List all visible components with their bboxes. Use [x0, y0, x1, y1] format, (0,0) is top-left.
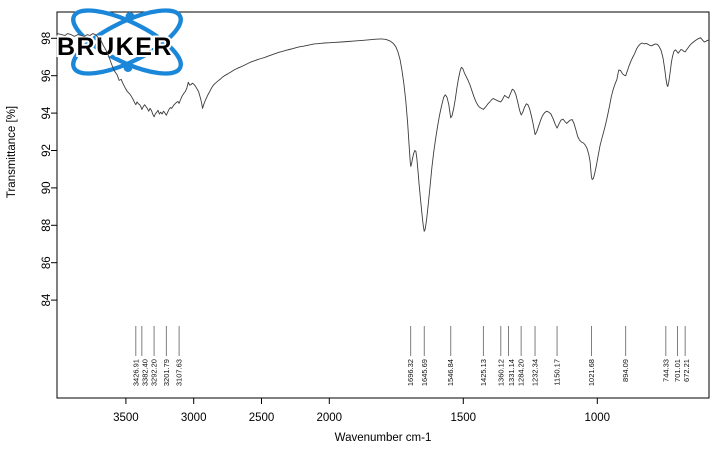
peak-label: 744.33 [661, 359, 670, 382]
y-tick-label: 84 [41, 293, 53, 306]
peak-label: 3382.40 [140, 359, 149, 386]
x-tick-label: 2500 [249, 412, 275, 424]
peak-label: 3292.20 [150, 359, 159, 386]
x-tick-label: 1500 [451, 412, 477, 424]
peak-label: 3107.63 [175, 359, 184, 386]
x-tick-label: 3000 [181, 412, 207, 424]
plot-frame [56, 11, 710, 399]
y-tick-label: 92 [41, 144, 53, 157]
logo-dot-top [125, 12, 135, 21]
y-tick-label: 88 [41, 219, 53, 232]
peak-label: 894.09 [621, 359, 630, 382]
peak-label: 701.01 [673, 359, 682, 382]
y-tick-label: 86 [41, 256, 53, 269]
peak-label: 1331.14 [507, 359, 516, 386]
bruker-atom-icon [71, 8, 183, 76]
peak-label: 1360.12 [496, 359, 505, 386]
bruker-logo-text: BRUKER [57, 33, 173, 61]
peak-label: 672.21 [682, 359, 691, 382]
x-axis-title: Wavenumber cm-1 [335, 432, 432, 444]
x-tick-label: 3500 [113, 412, 139, 424]
peak-label: 1546.84 [446, 359, 455, 386]
peak-label: 1232.34 [531, 359, 540, 386]
x-axis-ticks: 3500 3000 2500 2000 1500 1000 [113, 398, 610, 424]
logo-ellipse-up [71, 8, 183, 76]
y-tick-label: 94 [41, 106, 53, 119]
y-tick-label: 96 [41, 69, 53, 82]
peak-annotations: 3426.91 3382.40 3292.20 3201.79 3107.63 1696.… [131, 326, 691, 386]
peak-label: 1150.17 [553, 359, 562, 386]
x-tick-label: 1000 [585, 412, 611, 424]
spectrum-curve [56, 33, 709, 232]
y-axis-title: Transmittance [%] [6, 106, 18, 198]
logo-dot-bottom [123, 63, 133, 72]
bruker-logo: BRUKER [55, 8, 183, 76]
y-tick-label: 90 [41, 182, 53, 195]
peak-label: 3426.91 [131, 359, 140, 386]
y-axis-ticks: 98 96 94 92 90 88 86 84 [41, 32, 57, 306]
peak-label: 1645.69 [420, 359, 429, 386]
peak-label: 1425.13 [479, 359, 488, 386]
spectrum-curve-layer [56, 33, 709, 232]
peak-label: 1021.68 [587, 359, 596, 386]
peak-label: 3201.79 [162, 359, 171, 386]
peak-label: 1696.32 [406, 359, 415, 386]
y-tick-label: 98 [41, 32, 53, 45]
logo-ellipse-down [71, 8, 183, 76]
x-tick-label: 2000 [317, 412, 343, 424]
peak-label: 1284.20 [517, 359, 526, 386]
